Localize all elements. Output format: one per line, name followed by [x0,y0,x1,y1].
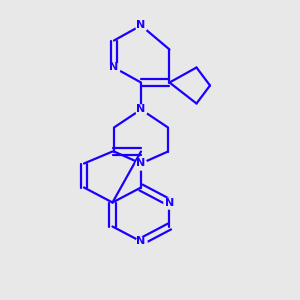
Text: N: N [136,20,146,31]
Text: N: N [136,104,146,115]
Text: N: N [136,236,146,247]
Text: N: N [136,158,146,169]
Text: N: N [110,62,118,73]
Text: N: N [165,197,174,208]
